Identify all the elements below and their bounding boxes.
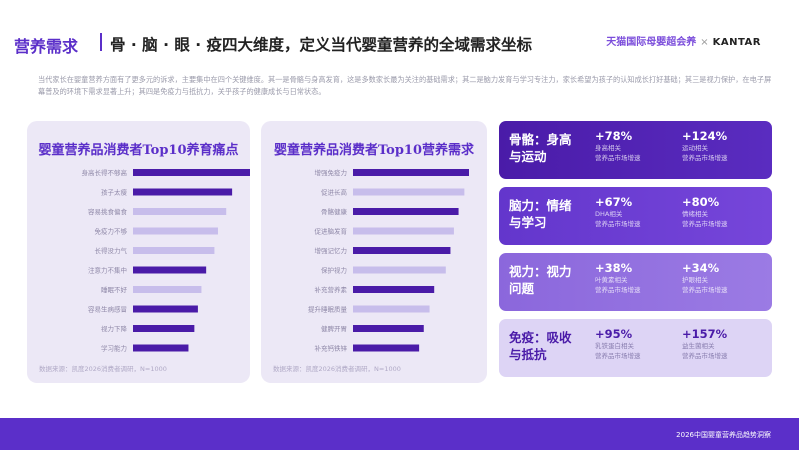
stat-label: DHA相关 — [595, 210, 623, 218]
bar-category-label: 增强记忆力 — [315, 246, 348, 255]
bar-category-label: 补充钙铁锌 — [315, 344, 348, 353]
pain-points-chart-note: 数据来源：凯度2026消费者调研，N=1000 — [39, 365, 167, 373]
brand-logos: 天猫国际母婴超会养 × KANTAR — [606, 33, 761, 48]
stat-value: +38% — [595, 261, 633, 275]
card-brain-stat-1: +67% DHA相关 营养品市场增速 — [595, 195, 681, 229]
card-bone-title: 骨骼：身高与运动 — [509, 132, 572, 164]
stat-label: 营养品市场增速 — [682, 220, 728, 228]
card-bone-stat-1: +78% 身高相关 营养品市场增速 — [595, 129, 681, 163]
bar-category-label: 补充营养素 — [315, 285, 348, 294]
bar-category-label: 视力下降 — [101, 324, 128, 333]
stat-label: 营养品市场增速 — [595, 352, 641, 360]
bar — [133, 208, 227, 215]
card-vision: 视力：视力问题 +38% 叶黄素相关 营养品市场增速 +34% 护眼相关 营养品… — [499, 253, 772, 311]
stat-value: +80% — [682, 195, 720, 209]
stat-value: +95% — [595, 327, 633, 341]
bar-category-label: 免疫力不够 — [95, 227, 128, 236]
stat-label: 营养品市场增速 — [595, 220, 641, 228]
bar — [353, 266, 446, 274]
bar-category-label: 提升睡眠质量 — [308, 305, 348, 314]
bar — [133, 227, 218, 235]
stat-label: 益生菌相关 — [682, 342, 715, 350]
bar-category-label: 保护视力 — [321, 266, 347, 275]
bar-category-label: 孩子太瘦 — [101, 188, 128, 197]
bar-category-label: 长得没力气 — [95, 246, 128, 255]
bar-category-label: 身高长得不够高 — [82, 168, 128, 177]
bar-category-label: 容易生病感冒 — [88, 305, 127, 314]
bar-category-label: 注意力不集中 — [88, 266, 127, 275]
bar — [353, 344, 420, 352]
bar — [133, 247, 215, 254]
bar — [133, 266, 207, 274]
footer-text: 2026中国婴童营养品趋势洞察 — [676, 431, 771, 439]
pain-points-chart-title: 婴童营养品消费者Top10养育痛点 — [38, 143, 239, 158]
header: 营养需求 骨 · 脑 · 眼 · 疫四大维度，定义当代婴童营养的全域需求坐标 天… — [0, 0, 799, 70]
card-immunity-title: 免疫：吸收与抵抗 — [509, 330, 572, 362]
card-vision-stat-1: +38% 叶黄素相关 营养品市场增速 — [595, 261, 681, 295]
stat-label: 营养品市场增速 — [682, 352, 728, 360]
stat-value: +124% — [682, 129, 728, 143]
bar-category-label: 学习能力 — [101, 344, 127, 353]
pain-points-chart: 身高长得不够高孩子太瘦容易挑食偏食免疫力不够长得没力气注意力不集中睡眠不好容易生… — [82, 168, 250, 353]
bar — [353, 227, 454, 235]
bar — [133, 169, 250, 176]
card-bone-stat-2: +124% 运动相关 营养品市场增速 — [682, 129, 768, 163]
bar — [133, 286, 202, 293]
bar — [353, 208, 459, 215]
stat-label: 乳铁蛋白相关 — [595, 342, 634, 350]
card-immunity: 免疫：吸收与抵抗 +95% 乳铁蛋白相关 营养品市场增速 +157% 益生菌相关… — [499, 319, 772, 377]
card-brain-title: 脑力：情绪与学习 — [509, 198, 572, 230]
stat-value: +78% — [595, 129, 633, 143]
pain-points-chart-panel: 婴童营养品消费者Top10养育痛点 身高长得不够高孩子太瘦容易挑食偏食免疫力不够… — [27, 121, 250, 383]
kantar-logo: KANTAR — [712, 37, 761, 48]
tmall-logo: 天猫国际母婴超会养 — [606, 37, 697, 48]
stat-label: 护眼相关 — [682, 276, 708, 284]
bar-category-label: 健脾开胃 — [321, 324, 347, 333]
bar — [353, 169, 469, 176]
stat-value: +67% — [595, 195, 633, 209]
needs-chart-title: 婴童营养品消费者Top10营养需求 — [273, 143, 475, 158]
stat-label: 营养品市场增速 — [595, 154, 641, 162]
stat-value: +34% — [682, 261, 720, 275]
bar — [133, 305, 198, 313]
card-brain-stat-2: +80% 情绪相关 营养品市场增速 — [682, 195, 768, 229]
bar-category-label: 增强免疫力 — [315, 168, 348, 177]
page-title: 骨 · 脑 · 眼 · 疫四大维度，定义当代婴童营养的全域需求坐标 — [110, 36, 533, 54]
stat-label: 营养品市场增速 — [682, 286, 728, 294]
bar — [353, 325, 424, 332]
needs-chart-note: 数据来源：凯度2026消费者调研，N=1000 — [273, 365, 401, 373]
card-immunity-stat-2: +157% 益生菌相关 营养品市场增速 — [682, 327, 768, 361]
bar — [133, 325, 195, 332]
bar — [353, 247, 451, 254]
stat-value: +157% — [682, 327, 728, 341]
bar — [353, 305, 430, 313]
brand-separator: × — [700, 37, 709, 48]
card-immunity-stat-1: +95% 乳铁蛋白相关 营养品市场增速 — [595, 327, 681, 361]
bar-category-label: 促进长高 — [321, 188, 348, 197]
stat-label: 营养品市场增速 — [595, 286, 641, 294]
needs-chart: 增强免疫力促进长高骨骼健康促进脑发育增强记忆力保护视力补充营养素提升睡眠质量健脾… — [308, 168, 469, 353]
card-brain: 脑力：情绪与学习 +67% DHA相关 营养品市场增速 +80% 情绪相关 营养… — [499, 187, 772, 245]
card-vision-title: 视力：视力问题 — [509, 264, 572, 296]
intro-paragraph: 当代家长在婴童营养方面有了更多元的诉求，主要集中在四个关键维度。其一是骨骼与身高… — [38, 75, 772, 96]
bar — [353, 188, 465, 196]
stat-label: 身高相关 — [595, 144, 621, 152]
title-divider — [100, 33, 102, 51]
stat-label: 运动相关 — [682, 144, 708, 152]
card-bone: 骨骼：身高与运动 +78% 身高相关 营养品市场增速 +124% 运动相关 营养… — [499, 121, 772, 179]
footer-bar: 2026中国婴童营养品趋势洞察 — [0, 418, 799, 450]
stat-label: 情绪相关 — [682, 210, 708, 218]
card-vision-stat-2: +34% 护眼相关 营养品市场增速 — [682, 261, 768, 295]
bar — [353, 286, 435, 293]
bar — [133, 344, 189, 352]
bar-category-label: 促进脑发育 — [315, 227, 348, 236]
stat-label: 营养品市场增速 — [682, 154, 728, 162]
section-tag: 营养需求 — [14, 37, 79, 56]
bar — [133, 188, 233, 196]
needs-chart-panel: 婴童营养品消费者Top10营养需求 增强免疫力促进长高骨骼健康促进脑发育增强记忆… — [261, 121, 487, 383]
stat-label: 叶黄素相关 — [595, 276, 628, 284]
bar-category-label: 骨骼健康 — [321, 207, 348, 216]
bar-category-label: 睡眠不好 — [101, 285, 128, 294]
bar-category-label: 容易挑食偏食 — [88, 207, 128, 216]
